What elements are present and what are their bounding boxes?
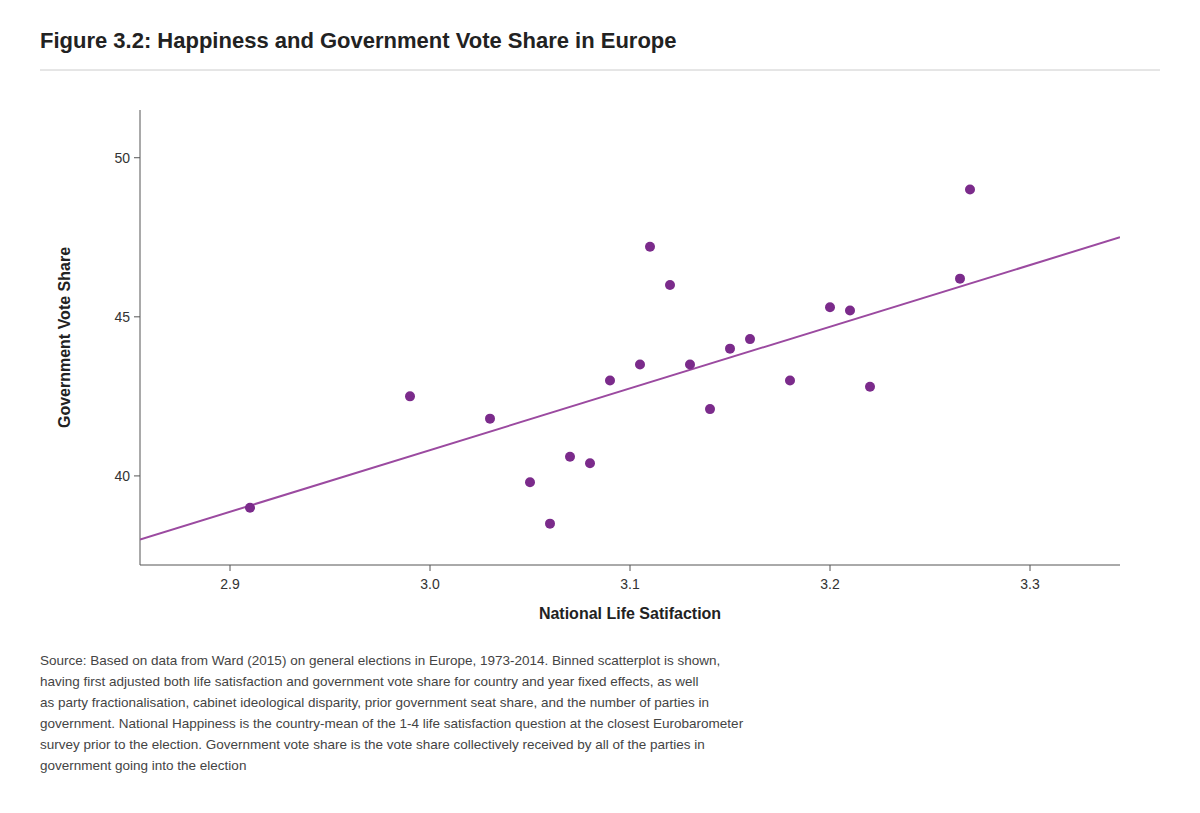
point [955,274,965,284]
point [665,280,675,290]
y-tick [134,475,140,476]
x-tick-label: 3.1 [620,576,640,592]
point [965,185,975,195]
y-axis-line [140,110,141,565]
x-tick [230,565,231,571]
point-layer [245,185,975,529]
point [485,414,495,424]
chart: Figure 3.2: Happiness and Government Vot… [0,0,1200,813]
point [405,391,415,401]
x-tick-label: 3.0 [420,576,440,592]
point [565,452,575,462]
title: Figure 3.2: Happiness and Government Vot… [40,28,677,53]
x-tick [830,565,831,571]
x-axis-label: National Life Satifaction [539,605,721,622]
x-tick [1030,565,1031,571]
point [635,360,645,370]
point [845,305,855,315]
x-tick-label: 2.9 [220,576,240,592]
x-tick [630,565,631,571]
point [245,503,255,513]
point [605,375,615,385]
point [725,344,735,354]
point [645,242,655,252]
y-axis-label: Government Vote Share [56,247,73,428]
fit-line [140,237,1120,539]
x-tick [430,565,431,571]
point [865,382,875,392]
x-tick-label: 3.2 [820,576,840,592]
title-rule [40,70,1160,71]
point [685,360,695,370]
plot-area [140,185,1120,540]
point [825,302,835,312]
line-layer [140,237,1120,539]
point [745,334,755,344]
y-tick [134,316,140,317]
y-tick [134,157,140,158]
x-tick-label: 3.3 [1020,576,1040,592]
point [585,458,595,468]
axes: 2.9 3.0 3.1 3.2 3.3 40 45 50 [114,110,1120,592]
point [705,404,715,414]
y-tick-label: 50 [114,150,130,166]
point [525,477,535,487]
y-tick-label: 40 [114,468,130,484]
source-note: Source: Based on data from Ward (2015) o… [40,653,744,773]
point [785,375,795,385]
point [545,519,555,529]
y-tick-label: 45 [114,309,130,325]
